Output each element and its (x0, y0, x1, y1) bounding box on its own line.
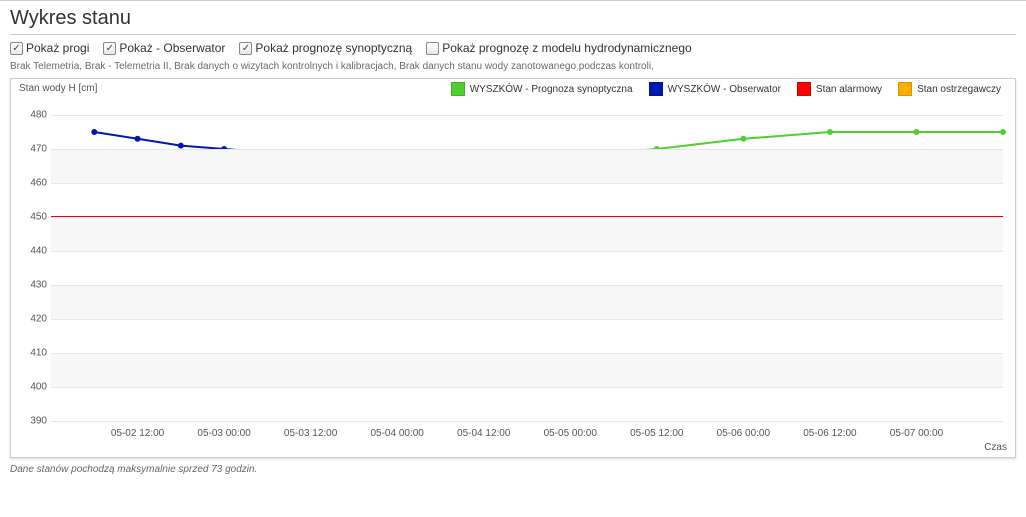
checkbox-0[interactable]: ✓Pokaż progi (10, 41, 89, 55)
legend-swatch (898, 82, 912, 96)
legend-item-2: Stan alarmowy (797, 82, 882, 96)
x-tick-label: 05-02 12:00 (111, 428, 164, 439)
y-axis-title: Stan wody H [cm] (19, 83, 97, 94)
x-tick-label: 05-04 00:00 (370, 428, 423, 439)
gridline (51, 285, 1003, 286)
checkbox-box[interactable]: ✓ (239, 42, 252, 55)
legend-label: WYSZKÓW - Prognoza synoptyczna (470, 84, 633, 95)
checkbox-box[interactable]: ✓ (10, 42, 23, 55)
chart-container: Stan wody H [cm] WYSZKÓW - Prognoza syno… (10, 78, 1016, 458)
x-tick-label: 05-06 12:00 (803, 428, 856, 439)
x-tick-label: 05-06 00:00 (717, 428, 770, 439)
y-tick-label: 410 (19, 348, 47, 359)
x-tick-label: 05-05 12:00 (630, 428, 683, 439)
legend-swatch (451, 82, 465, 96)
x-tick-label: 05-05 00:00 (544, 428, 597, 439)
y-tick-label: 440 (19, 246, 47, 257)
legend-item-1: WYSZKÓW - Obserwator (649, 82, 781, 96)
y-tick-label: 460 (19, 178, 47, 189)
footer-note: Dane stanów pochodzą maksymalnie sprzed … (10, 464, 1016, 475)
grid-band (51, 353, 1003, 387)
gridline (51, 149, 1003, 150)
legend-swatch (649, 82, 663, 96)
checkbox-label: Pokaż - Obserwator (119, 41, 225, 55)
grid-band (51, 149, 1003, 183)
checkbox-box[interactable]: ✓ (103, 42, 116, 55)
y-tick-label: 480 (19, 110, 47, 121)
gridline (51, 353, 1003, 354)
legend-item-0: WYSZKÓW - Prognoza synoptyczna (451, 82, 633, 96)
y-tick-label: 470 (19, 144, 47, 155)
gridline (51, 115, 1003, 116)
checkbox-box[interactable] (426, 42, 439, 55)
checkbox-3[interactable]: Pokaż prognozę z modelu hydrodynamiczneg… (426, 41, 691, 55)
page-title: Wykres stanu (10, 7, 1016, 35)
grid-band (51, 285, 1003, 319)
x-tick-label: 05-04 12:00 (457, 428, 510, 439)
gridline (51, 217, 1003, 218)
y-tick-label: 420 (19, 314, 47, 325)
y-tick-label: 400 (19, 382, 47, 393)
checkbox-1[interactable]: ✓Pokaż - Obserwator (103, 41, 225, 55)
legend-item-3: Stan ostrzegawczy (898, 82, 1001, 96)
gridline (51, 421, 1003, 422)
gridline (51, 387, 1003, 388)
legend-swatch (797, 82, 811, 96)
checkbox-row: ✓Pokaż progi✓Pokaż - Obserwator✓Pokaż pr… (10, 41, 1016, 55)
gridline (51, 251, 1003, 252)
checkbox-2[interactable]: ✓Pokaż prognozę synoptyczną (239, 41, 412, 55)
checkbox-label: Pokaż prognozę z modelu hydrodynamiczneg… (442, 41, 691, 55)
gridline (51, 183, 1003, 184)
x-tick-label: 05-03 00:00 (197, 428, 250, 439)
plot-area: 39040041042043044045046047048005-02 12:0… (51, 115, 1003, 421)
legend: WYSZKÓW - Prognoza synoptyczna WYSZKÓW - … (451, 82, 1001, 96)
x-tick-label: 05-07 00:00 (890, 428, 943, 439)
y-tick-label: 430 (19, 280, 47, 291)
checkbox-label: Pokaż prognozę synoptyczną (255, 41, 412, 55)
gridline (51, 319, 1003, 320)
status-line: Brak Telemetria, Brak - Telemetria II, B… (10, 61, 1016, 72)
legend-label: Stan alarmowy (816, 84, 882, 95)
checkbox-label: Pokaż progi (26, 41, 89, 55)
legend-label: WYSZKÓW - Obserwator (668, 84, 781, 95)
x-tick-label: 05-03 12:00 (284, 428, 337, 439)
x-axis-title: Czas (984, 442, 1007, 453)
y-tick-label: 390 (19, 416, 47, 427)
grid-band (51, 217, 1003, 251)
legend-label: Stan ostrzegawczy (917, 84, 1001, 95)
y-tick-label: 450 (19, 212, 47, 223)
